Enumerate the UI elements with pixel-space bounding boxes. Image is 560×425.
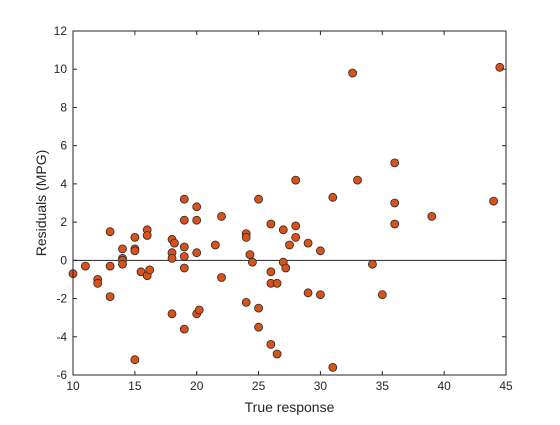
data-point [390, 219, 400, 229]
data-point [285, 240, 294, 250]
data-point [254, 322, 264, 332]
data-point [489, 196, 499, 206]
y-tick-label: 10 [54, 62, 68, 76]
y-tick-label: 12 [54, 24, 68, 38]
y-tick-label: 4 [60, 177, 67, 191]
data-point [130, 232, 140, 242]
data-point [266, 219, 276, 229]
data-point [291, 221, 301, 231]
x-tick-label: 45 [499, 379, 513, 393]
data-point [291, 175, 301, 185]
data-point [192, 248, 202, 258]
plot-area [73, 31, 506, 375]
data-point [179, 252, 189, 261]
y-tick-label: 8 [60, 100, 67, 114]
axes-box [72, 30, 507, 376]
data-point [105, 227, 115, 237]
y-tick-label: 2 [60, 215, 67, 229]
data-point [328, 192, 338, 202]
y-tick-label: 6 [60, 139, 67, 153]
x-tick-label: 40 [437, 379, 451, 393]
data-point [241, 297, 251, 307]
data-point [194, 305, 204, 315]
data-point [353, 175, 362, 185]
data-point [272, 349, 282, 359]
data-point [272, 278, 282, 288]
x-tick-label: 20 [190, 379, 204, 393]
data-point [192, 215, 202, 225]
data-point [427, 211, 437, 221]
y-tick-label: -4 [56, 330, 67, 344]
data-point [179, 215, 189, 225]
data-point [169, 238, 179, 248]
data-point [179, 324, 189, 334]
data-point [145, 265, 155, 275]
data-point [348, 68, 358, 78]
data-point [130, 246, 140, 256]
data-point [179, 263, 189, 273]
data-point [93, 278, 103, 288]
data-point [266, 267, 276, 277]
data-point [328, 362, 338, 372]
data-point [278, 225, 288, 235]
x-tick-label: 30 [314, 379, 328, 393]
data-point [179, 194, 189, 204]
y-tick-label: -2 [56, 292, 67, 306]
y-axis-ticks: -6 -4 -2 0 2 4 6 8 10 12 [54, 24, 506, 382]
data-point [130, 355, 140, 365]
data-point [377, 290, 387, 300]
data-point [245, 250, 255, 260]
data-point [390, 158, 400, 168]
x-tick-label: 25 [252, 379, 266, 393]
x-tick-label: 15 [128, 379, 142, 393]
data-point [254, 194, 264, 204]
data-point [217, 211, 226, 221]
x-axis-label: True response [245, 399, 335, 415]
data-point [303, 288, 313, 298]
x-axis-ticks: 10 15 20 25 30 35 40 45 [66, 31, 513, 393]
data-point [105, 261, 115, 271]
data-point [142, 231, 152, 240]
data-points [68, 62, 505, 372]
data-point [167, 253, 177, 263]
data-point [179, 242, 189, 252]
data-point [105, 292, 115, 302]
data-point [303, 238, 313, 248]
data-point [192, 202, 202, 212]
data-point [291, 232, 301, 242]
data-point [167, 309, 177, 319]
data-point [81, 261, 90, 271]
data-point [118, 244, 127, 254]
data-point [281, 263, 291, 273]
data-point [495, 62, 505, 72]
data-point [367, 259, 377, 269]
y-axis-label: Residuals (MPG) [33, 150, 49, 257]
data-point [315, 290, 325, 300]
x-tick-label: 35 [376, 379, 390, 393]
data-point [254, 303, 264, 313]
data-point [210, 240, 220, 250]
data-point [315, 246, 325, 256]
y-tick-label: -6 [56, 368, 67, 382]
x-tick-label: 10 [66, 379, 80, 393]
data-point [217, 273, 226, 282]
data-point [390, 198, 400, 208]
data-point [247, 257, 257, 267]
data-point [241, 232, 251, 242]
y-tick-label: 0 [60, 253, 67, 267]
data-point [118, 259, 127, 269]
data-point [266, 339, 276, 349]
